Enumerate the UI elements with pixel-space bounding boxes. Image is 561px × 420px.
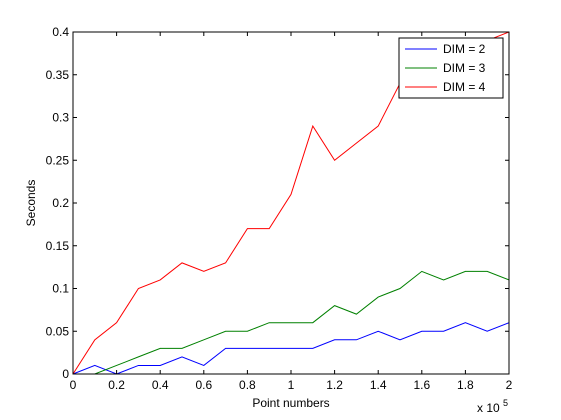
x-tick-label: 0.2 xyxy=(108,378,125,392)
x-tick-label: 0.6 xyxy=(195,378,212,392)
y-tick-label: 0.15 xyxy=(46,239,70,253)
ticks-layer: 0 0.2 0.4 0.6 0.8 1 1.2 1.4 1.6 1.8 2 0 0.05 0.1 0.15 0… xyxy=(46,25,513,392)
legend-label-dim-4: DIM = 4 xyxy=(443,80,486,94)
x-tick-label: 1.6 xyxy=(413,378,430,392)
x-axis-multiplier-base: x 10 xyxy=(477,401,500,415)
x-axis-label: Point numbers xyxy=(252,396,329,410)
legend: DIM = 2 DIM = 3 DIM = 4 xyxy=(398,37,504,99)
x-tick-label: 2 xyxy=(506,378,513,392)
x-tick-label: 1.4 xyxy=(370,378,387,392)
x-tick-label: 1 xyxy=(288,378,295,392)
y-tick-label: 0.2 xyxy=(52,196,69,210)
x-tick-label: 0 xyxy=(70,378,77,392)
legend-label-dim-3: DIM = 3 xyxy=(443,61,486,75)
x-tick-label: 0.8 xyxy=(239,378,256,392)
y-tick-label: 0.25 xyxy=(46,153,70,167)
x-tick-label: 1.8 xyxy=(457,378,474,392)
x-axis-multiplier: x 10 5 xyxy=(477,398,508,415)
x-axis-multiplier-exponent: 5 xyxy=(503,398,508,408)
y-tick-label: 0.1 xyxy=(52,282,69,296)
series-line-dim-2 xyxy=(72,322,510,375)
y-tick-label: 0.4 xyxy=(52,25,69,39)
legend-label-dim-2: DIM = 2 xyxy=(443,42,486,56)
y-tick-label: 0 xyxy=(62,367,69,381)
series-line-dim-3 xyxy=(73,270,510,375)
plot-frame xyxy=(72,31,510,375)
x-tick-label: 1.2 xyxy=(326,378,343,392)
y-tick-label: 0.35 xyxy=(46,68,70,82)
y-tick-label: 0.3 xyxy=(52,111,69,125)
y-axis-label: Seconds xyxy=(24,180,38,227)
y-tick-label: 0.05 xyxy=(46,324,70,338)
x-tick-label: 0.4 xyxy=(152,378,169,392)
